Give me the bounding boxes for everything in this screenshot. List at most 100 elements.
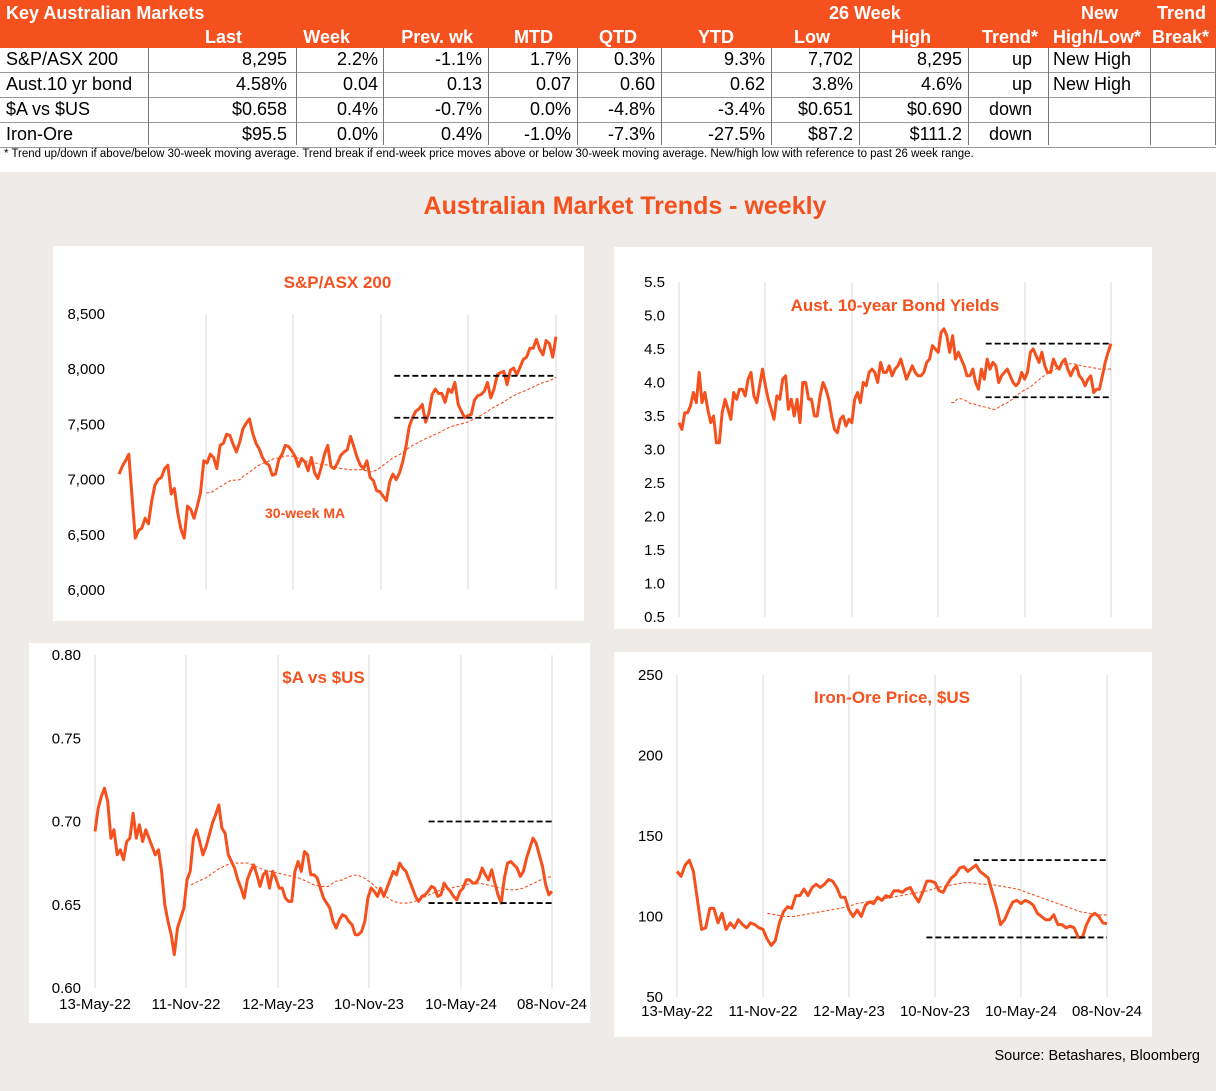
cell-low: $87.2 bbox=[807, 124, 853, 144]
y-tick-label: 2.0 bbox=[644, 509, 665, 526]
y-tick-label: 2.5 bbox=[644, 475, 665, 492]
chart-title: $A vs $US bbox=[282, 668, 365, 687]
y-tick-label: 7,000 bbox=[67, 472, 105, 489]
cell-newhl: New High bbox=[1053, 74, 1132, 94]
cell-high: 8,295 bbox=[916, 49, 962, 69]
y-tick-label: 6,500 bbox=[67, 527, 105, 544]
y-tick-label: 0.5 bbox=[644, 609, 665, 626]
y-tick-label: 7,500 bbox=[67, 416, 105, 433]
cell-qtd: -7.3% bbox=[607, 124, 655, 144]
markets-table: Key Australian Markets 26 Week New Trend… bbox=[0, 0, 1216, 172]
cell-ytd: -27.5% bbox=[707, 124, 765, 144]
header-qtd: QTD bbox=[599, 27, 637, 47]
header-trend: Trend* bbox=[981, 27, 1038, 47]
cell-week: 0.4% bbox=[336, 99, 378, 119]
cell-name: S&P/ASX 200 bbox=[6, 49, 119, 69]
x-tick-label: 08-Nov-24 bbox=[1072, 1003, 1142, 1020]
y-tick-label: 0.65 bbox=[52, 897, 81, 914]
header-new: New bbox=[1081, 3, 1119, 23]
header-high: High bbox=[891, 27, 931, 47]
y-tick-label: 8,500 bbox=[67, 306, 105, 323]
cell-name: Aust.10 yr bond bbox=[6, 74, 133, 94]
x-tick-label: 08-Nov-24 bbox=[517, 996, 587, 1013]
y-tick-label: 100 bbox=[638, 909, 663, 926]
table-row: S&P/ASX 200 8,295 2.2% -1.1% 1.7% 0.3% 9.3% 7,7… bbox=[0, 48, 1216, 73]
table-row: Aust.10 yr bond 4.58% 0.04 0.13 0.07 0.60 0.62… bbox=[0, 73, 1216, 98]
cell-ytd: -3.4% bbox=[717, 99, 765, 119]
cell-low: 7,702 bbox=[807, 49, 853, 69]
y-tick-label: 0.70 bbox=[52, 814, 81, 831]
header-low: Low bbox=[794, 27, 830, 47]
x-tick-label: 11-Nov-22 bbox=[729, 1003, 798, 1020]
y-tick-label: 1.5 bbox=[644, 542, 665, 559]
x-tick-label: 10-May-24 bbox=[985, 1003, 1057, 1020]
chart-aud-usd: 0.60 0.65 0.70 0.75 0.80 13-May-22 11-Nov-22 12… bbox=[29, 643, 590, 1023]
cell-trend: up bbox=[1011, 49, 1032, 69]
cell-week: 0.0% bbox=[336, 124, 378, 144]
header-trend-top: Trend bbox=[1157, 3, 1207, 23]
price-line bbox=[675, 858, 1108, 947]
x-tick-label: 12-May-23 bbox=[242, 996, 314, 1013]
cell-prev: -0.7% bbox=[434, 99, 482, 119]
y-tick-label: 8,000 bbox=[67, 361, 105, 378]
y-tick-label: 5.5 bbox=[644, 274, 665, 291]
cell-trend: up bbox=[1011, 74, 1032, 94]
header-mtd: MTD bbox=[514, 27, 553, 47]
price-line bbox=[117, 336, 558, 540]
y-tick-label: 0.75 bbox=[52, 730, 81, 747]
x-tick-label: 11-Nov-22 bbox=[152, 996, 221, 1013]
cell-week: 0.04 bbox=[342, 74, 378, 94]
cell-mtd: 0.07 bbox=[535, 74, 571, 94]
x-tick-label: 13-May-22 bbox=[59, 996, 131, 1013]
cell-qtd: -4.8% bbox=[607, 99, 655, 119]
header-break: Break* bbox=[1152, 27, 1210, 47]
y-tick-label: 200 bbox=[638, 748, 663, 765]
cell-newhl: New High bbox=[1053, 49, 1132, 69]
main-title: Australian Market Trends - weekly bbox=[423, 192, 827, 220]
x-tick-label: 10-Nov-23 bbox=[334, 996, 404, 1013]
y-tick-label: 1.0 bbox=[644, 576, 665, 593]
header-ytd: YTD bbox=[698, 27, 734, 47]
cell-trend: down bbox=[988, 99, 1032, 119]
y-tick-label: 6,000 bbox=[67, 582, 105, 599]
y-tick-label: 50 bbox=[646, 989, 663, 1006]
header-group-26-week: 26 Week bbox=[829, 3, 901, 23]
cell-last: 8,295 bbox=[241, 49, 287, 69]
cell-week: 2.2% bbox=[336, 49, 378, 69]
chart-bond-yields: 0.5 1.0 1.5 2.0 2.5 3.0 3.5 4.0 4.5 5.0 5.5 Aust. 1… bbox=[614, 247, 1152, 629]
chart-title: S&P/ASX 200 bbox=[284, 273, 392, 292]
cell-qtd: 0.3% bbox=[613, 49, 655, 69]
cell-high: $0.690 bbox=[906, 99, 962, 119]
cell-trend: down bbox=[988, 124, 1032, 144]
price-line bbox=[677, 327, 1113, 445]
table-row: Iron-Ore $95.5 0.0% 0.4% -1.0% -7.3% -27.5% $87… bbox=[0, 123, 1216, 148]
cell-last: $0.658 bbox=[231, 99, 287, 119]
y-tick-label: 150 bbox=[638, 828, 663, 845]
y-tick-label: 0.80 bbox=[52, 647, 81, 664]
ma-annotation: 30-week MA bbox=[265, 505, 345, 521]
header-last: Last bbox=[204, 27, 242, 47]
y-tick-label: 3.5 bbox=[644, 408, 665, 425]
x-tick-label: 10-May-24 bbox=[425, 996, 497, 1013]
table-title: Key Australian Markets bbox=[6, 3, 205, 23]
y-tick-label: 0.60 bbox=[52, 980, 81, 997]
chart-title: Iron-Ore Price, $US bbox=[814, 688, 970, 707]
chart-asx200: 6,000 6,500 7,000 7,500 8,000 8,500 S&P/ASX 20… bbox=[53, 246, 584, 621]
x-tick-label: 12-May-23 bbox=[813, 1003, 885, 1020]
moving-average-line bbox=[190, 862, 553, 904]
cell-high: $111.2 bbox=[909, 124, 962, 144]
chart-iron-ore: 50 100 150 200 250 13-May-22 11-Nov-22 12-May-2… bbox=[614, 652, 1152, 1037]
header-high-low: High/Low* bbox=[1053, 27, 1141, 47]
moving-average-line bbox=[767, 882, 1107, 918]
moving-average-line bbox=[951, 363, 1111, 410]
cell-qtd: 0.60 bbox=[619, 74, 655, 94]
cell-low: $0.651 bbox=[797, 99, 853, 119]
y-tick-label: 4.5 bbox=[644, 341, 665, 358]
cell-name: Iron-Ore bbox=[6, 124, 74, 144]
header-prev-wk: Prev. wk bbox=[401, 27, 473, 47]
chart-title: Aust. 10-year Bond Yields bbox=[791, 296, 1000, 315]
y-tick-label: 5.0 bbox=[644, 308, 665, 325]
price-line bbox=[93, 786, 554, 957]
cell-ytd: 0.62 bbox=[729, 74, 765, 94]
table-footnote: * Trend up/down if above/below 30-week m… bbox=[4, 148, 974, 160]
